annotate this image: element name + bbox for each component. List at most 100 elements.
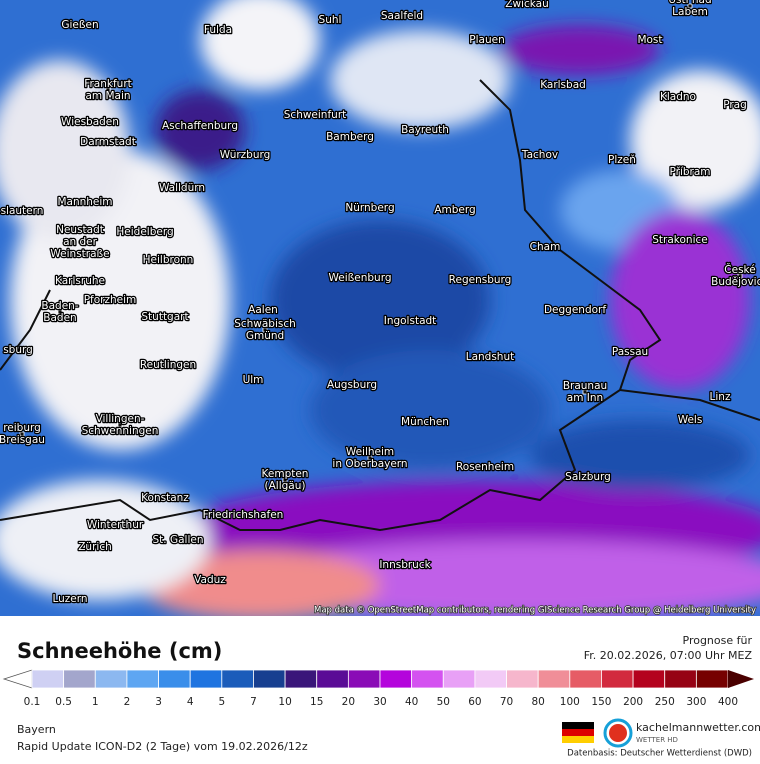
colorbar: 0.1 0.5 1 2 3 4 5 7 10 15 20 30 40 50 60 70 80 100 150 200 2…: [2, 669, 754, 708]
city-marker: [87, 119, 93, 125]
city-name: Konstanz: [141, 492, 189, 504]
snow-field: [0, 0, 760, 616]
city-marker: [327, 17, 333, 23]
city-name: am Inn: [567, 392, 603, 404]
legend-above: [728, 670, 754, 688]
city-name: Karlsruhe: [55, 275, 105, 287]
legend-tick-label: 250: [655, 696, 675, 708]
city-marker: [367, 455, 373, 461]
city-marker: [647, 37, 653, 43]
legend-swatch: [474, 669, 507, 689]
city-marker: [542, 244, 548, 250]
city-name: Schweinfurt: [284, 109, 347, 121]
city-marker: [572, 307, 578, 313]
city-name: Most: [637, 34, 662, 46]
city-name: Zwickau: [505, 0, 548, 10]
legend-swatch: [126, 669, 159, 689]
city-name: Innsbruck: [379, 559, 431, 571]
city-name: Darmstadt: [80, 136, 136, 148]
city-marker: [175, 537, 181, 543]
city-name: Příbram: [669, 166, 710, 178]
city-marker: [687, 3, 693, 9]
city-marker: [260, 307, 266, 313]
city-name: Plzeň: [608, 154, 636, 166]
city-marker: [737, 273, 743, 279]
legend-tick-label: 0.1: [24, 696, 41, 708]
country-borders: [0, 79, 760, 532]
city-name: Nürnberg: [345, 202, 394, 214]
city-marker: [687, 417, 693, 423]
city-name: Luzern: [52, 593, 87, 605]
legend-swatch: [664, 669, 697, 689]
legend-swatch: [537, 669, 571, 689]
legend-tick-label: 50: [437, 696, 450, 708]
city-name: Braunau: [563, 380, 607, 392]
city-name: Baden-: [41, 300, 78, 312]
city-marker: [67, 596, 73, 602]
city-name: Salzburg: [565, 471, 611, 483]
city-name: Weilheim: [346, 446, 394, 458]
legend-tick-label: 400: [718, 696, 738, 708]
city-marker: [240, 512, 246, 518]
city-name: Neustadt: [56, 224, 104, 236]
city-marker: [407, 318, 413, 324]
city-name: Aalen: [248, 304, 278, 316]
city-name: Schwenningen: [82, 425, 159, 437]
city-name: Stuttgart: [141, 311, 188, 323]
city-name: Labem: [672, 6, 708, 18]
city-name: Budějovice: [711, 276, 760, 288]
legend-tick-label: 4: [187, 696, 194, 708]
legend-tick-label: 20: [342, 696, 355, 708]
city-name: an der: [63, 236, 98, 248]
city-name: in Oberbayern: [332, 458, 407, 470]
city-name: Passau: [612, 346, 648, 358]
legend-swatch: [506, 669, 539, 689]
city-marker: [207, 577, 213, 583]
city-marker: [482, 464, 488, 470]
city-name: Breisgau: [0, 434, 45, 446]
legend-tick-label: 2: [124, 696, 131, 708]
city-marker: [250, 377, 256, 383]
city-marker: [77, 278, 83, 284]
city-marker: [162, 495, 168, 501]
legend-swatch: [569, 669, 602, 689]
city-name: Linz: [710, 391, 731, 403]
city-marker: [687, 169, 693, 175]
city-marker: [197, 123, 203, 129]
city-name: Ulm: [243, 374, 264, 386]
city-name: Tachov: [521, 149, 558, 161]
city-name: Fulda: [204, 24, 232, 36]
city-marker: [677, 237, 683, 243]
city-name: Vaduz: [194, 574, 226, 586]
city-marker: [477, 277, 483, 283]
legend-tick-label: 7: [250, 696, 257, 708]
city-marker: [349, 382, 355, 388]
legend-swatch: [253, 669, 286, 689]
legend-tick-label: 100: [560, 696, 580, 708]
city-marker: [82, 199, 88, 205]
city-marker: [282, 477, 288, 483]
city-name: Villingen-: [96, 413, 145, 425]
brand: kachelmannwetter.com: [636, 721, 760, 734]
legend-swatch: [316, 669, 349, 689]
city-name: reiburg: [3, 422, 41, 434]
legend-tick-label: 15: [310, 696, 323, 708]
legend-swatch: [158, 669, 191, 689]
city-name: Mannheim: [57, 196, 112, 208]
legend-tick-label: 30: [373, 696, 386, 708]
logo: [603, 718, 633, 748]
city-name: Kempten: [262, 468, 309, 480]
city-marker: [105, 87, 111, 93]
city-name: Frankfurt: [84, 78, 132, 90]
city-name: Wiesbaden: [61, 116, 119, 128]
city-name: Heidelberg: [116, 226, 173, 238]
city-marker: [15, 347, 21, 353]
legend-tick-label: 10: [278, 696, 291, 708]
legend-swatch: [94, 669, 128, 689]
city-marker: [242, 152, 248, 158]
legend-swatch: [347, 669, 381, 689]
city-marker: [77, 239, 83, 245]
city-name: Pforzheim: [84, 294, 137, 306]
city-name: Winterthur: [87, 519, 144, 531]
